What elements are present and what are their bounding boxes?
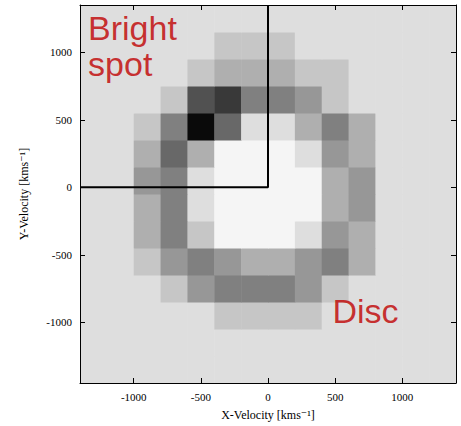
svg-text:Disc: Disc — [332, 292, 398, 330]
svg-text:spot: spot — [88, 45, 153, 83]
svg-text:1000: 1000 — [50, 46, 73, 58]
svg-text:-1000: -1000 — [121, 391, 147, 403]
svg-text:Bright: Bright — [88, 9, 177, 47]
svg-text:1000: 1000 — [391, 391, 414, 403]
svg-text:-500: -500 — [191, 391, 212, 403]
svg-text:500: 500 — [56, 114, 73, 126]
svg-text:-500: -500 — [52, 249, 73, 261]
svg-text:500: 500 — [327, 391, 344, 403]
svg-text:0: 0 — [67, 181, 73, 193]
svg-text:Y-Velocity [kms⁻¹]: Y-Velocity [kms⁻¹] — [17, 148, 31, 240]
svg-text:-1000: -1000 — [46, 316, 72, 328]
svg-text:0: 0 — [265, 391, 271, 403]
svg-text:X-Velocity [kms⁻¹]: X-Velocity [kms⁻¹] — [221, 408, 315, 422]
